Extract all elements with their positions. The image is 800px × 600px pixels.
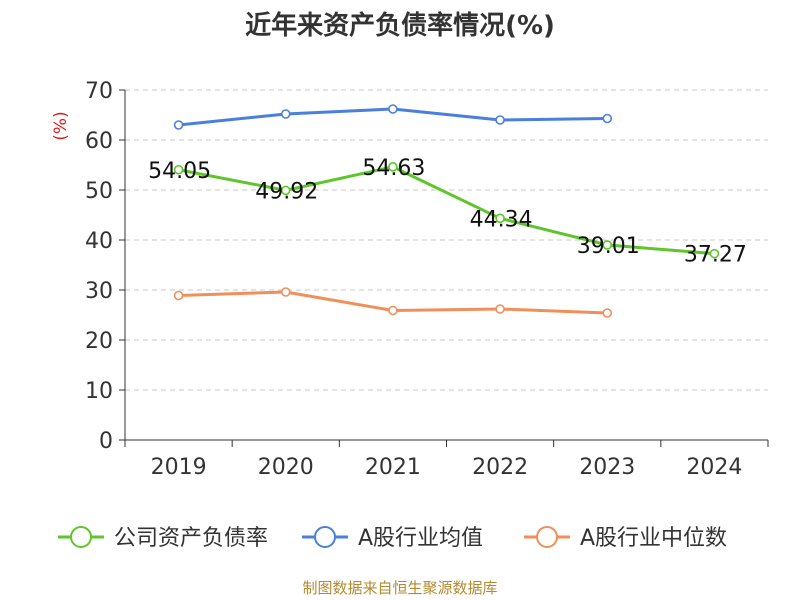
- y-tick-label: 10: [85, 379, 113, 404]
- x-tick-label: 2024: [686, 455, 742, 480]
- x-tick-label: 2020: [258, 455, 314, 480]
- data-point[interactable]: [602, 308, 613, 318]
- x-tick-label: 2019: [151, 455, 207, 480]
- legend-label: A股行业中位数: [580, 526, 727, 551]
- axes: 0 10 20 30 40 50 60 70 2019 2020 2021 2022 2023 2024: [85, 79, 769, 480]
- data-label: 39.01: [577, 234, 640, 259]
- source-note: 制图数据来自恒生聚源数据库: [302, 579, 497, 597]
- legend-swatch-marker: [314, 526, 336, 548]
- y-axis-unit-label: (%): [51, 111, 71, 140]
- series-line: [177, 165, 716, 256]
- data-point[interactable]: [173, 120, 184, 130]
- data-labels: 54.05 49.92 54.63 44.34 39.01 37.27: [148, 156, 747, 268]
- x-tick-label: 2021: [365, 455, 421, 480]
- data-point[interactable]: [388, 305, 398, 316]
- data-point[interactable]: [280, 109, 291, 119]
- series-lines: [173, 104, 720, 318]
- y-tick-label: 50: [85, 179, 113, 204]
- y-tick-label: 0: [99, 429, 113, 454]
- y-tick-label: 20: [85, 329, 113, 354]
- data-label: 49.92: [255, 179, 318, 204]
- data-point[interactable]: [709, 248, 720, 259]
- data-point[interactable]: [602, 240, 613, 250]
- data-point[interactable]: [602, 113, 613, 124]
- data-point[interactable]: [388, 162, 398, 172]
- legend-item[interactable]: A股行业均值: [302, 526, 483, 551]
- legend-label: A股行业均值: [358, 526, 483, 551]
- data-label: 44.34: [470, 207, 533, 232]
- data-point[interactable]: [495, 213, 505, 224]
- gridlines: [125, 89, 768, 391]
- legend-swatch-marker: [536, 526, 558, 548]
- data-point[interactable]: [173, 290, 184, 301]
- x-tick-label: 2023: [579, 455, 635, 480]
- y-tick-label: 60: [85, 129, 113, 154]
- data-label: 54.63: [362, 156, 425, 181]
- data-point[interactable]: [495, 304, 505, 314]
- y-tick-label: 30: [85, 279, 113, 304]
- data-label: 37.27: [684, 243, 747, 268]
- legend-item[interactable]: 公司资产负债率: [58, 526, 268, 551]
- data-point[interactable]: [495, 115, 505, 125]
- x-tick-label: 2022: [472, 455, 528, 480]
- data-point[interactable]: [173, 164, 184, 175]
- legend-swatch-marker: [70, 526, 92, 548]
- data-point[interactable]: [388, 104, 398, 114]
- data-label: 54.05: [148, 159, 211, 184]
- chart-title: 近年来资产负债率情况(%): [245, 10, 555, 41]
- y-tick-label: 70: [85, 79, 113, 104]
- legend-item[interactable]: A股行业中位数: [524, 526, 727, 551]
- legend-label: 公司资产负债率: [114, 526, 268, 551]
- data-point[interactable]: [280, 185, 291, 196]
- legend[interactable]: 公司资产负债率 A股行业均值 A股行业中位数: [58, 526, 727, 551]
- y-tick-label: 40: [85, 229, 113, 254]
- data-point[interactable]: [280, 287, 291, 297]
